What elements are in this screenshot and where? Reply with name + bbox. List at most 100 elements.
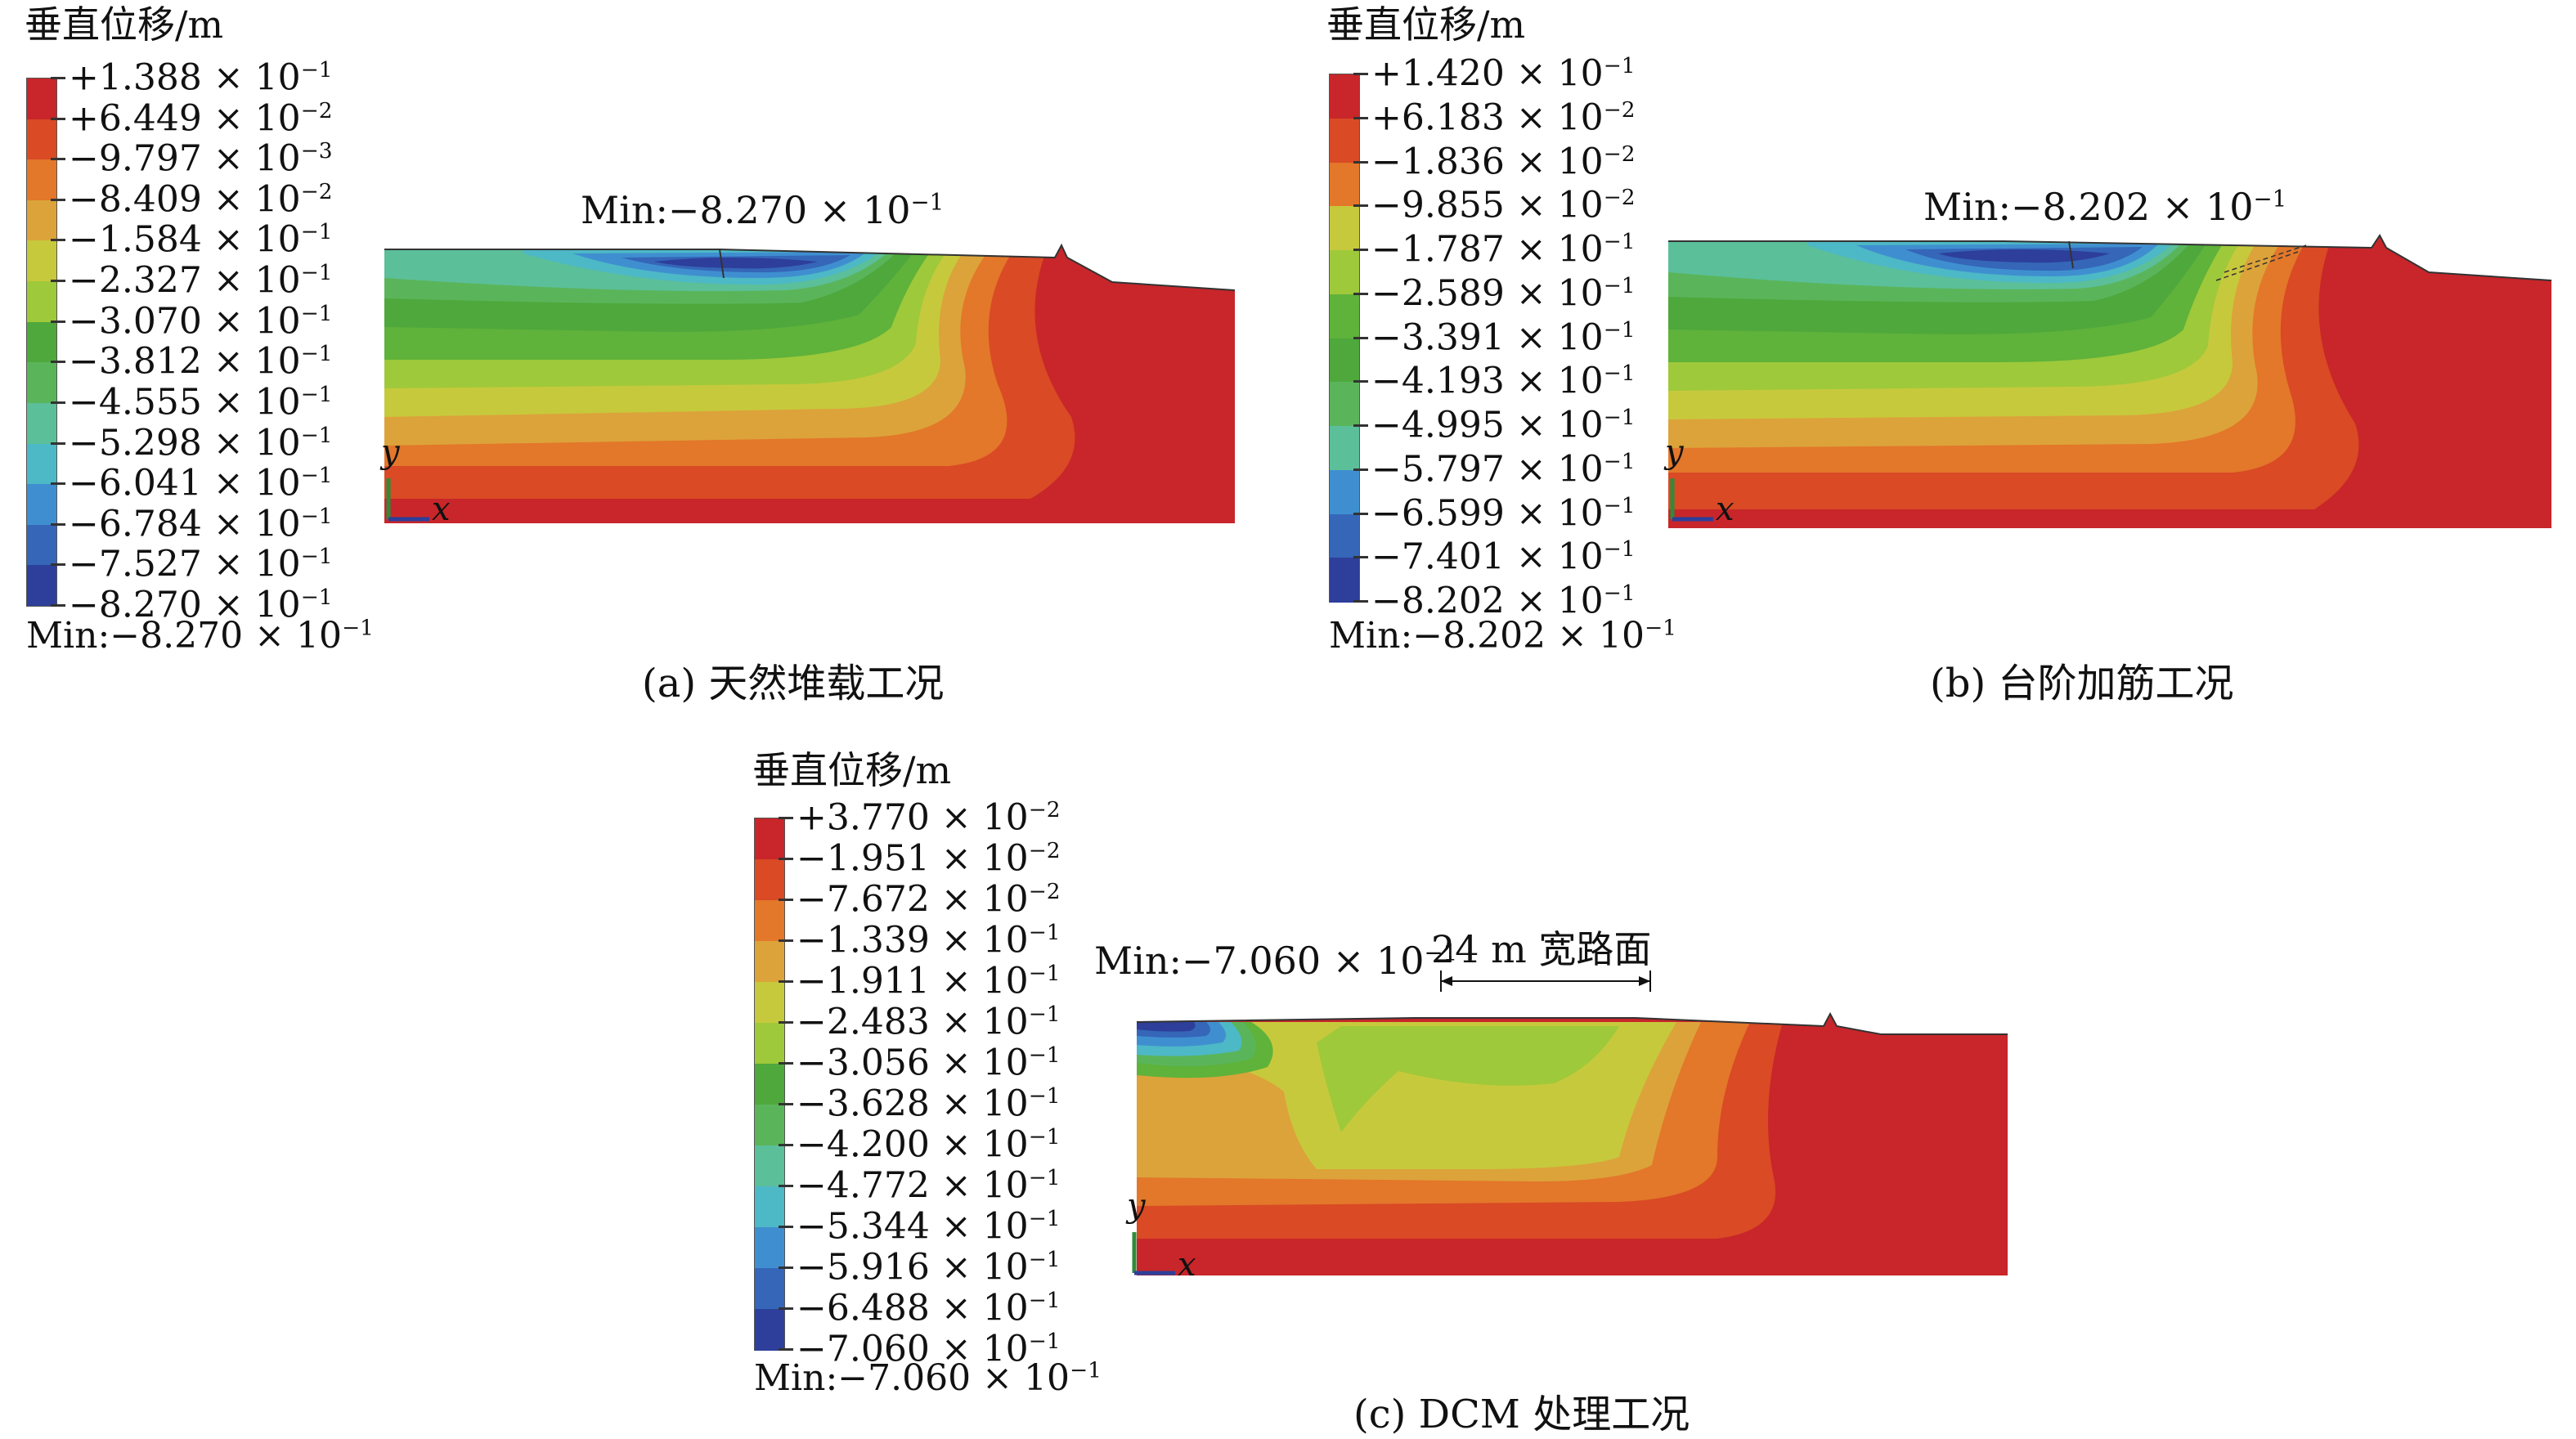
legend-swatch [755,1064,784,1105]
legend-swatch [755,1023,784,1065]
legend-label: −9.797 × 10−3 [69,137,333,180]
contour-plot-c [1136,1011,2008,1275]
legend-tick [779,1144,793,1146]
legend-tick [779,858,793,860]
legend-swatch [755,941,784,983]
legend-tick [779,1021,793,1024]
legend-label: −3.056 × 10−1 [797,1042,1061,1084]
legend-label: −5.916 × 10−1 [797,1246,1061,1289]
legend-tick [1353,204,1368,208]
legend-tick [1353,160,1368,164]
legend-tick [51,117,65,120]
legend-label: −9.855 × 10−2 [1371,184,1636,226]
legend-swatch [1330,294,1359,338]
min-annotation: Min:−7.060 × 10−1 [1094,939,1458,983]
legend-color-bar [1329,74,1360,603]
legend-swatch [27,524,56,566]
caption-a: (a) 天然堆载工况 [642,661,945,706]
legend-label: −1.787 × 10−1 [1371,228,1636,271]
legend-label: −7.401 × 10−1 [1371,536,1636,578]
legend-label: −3.070 × 10−1 [69,300,333,343]
legend-swatch [27,240,56,282]
contour-plot-b [1668,234,2552,528]
legend-label: −4.772 × 10−1 [797,1164,1061,1207]
legend-tick [779,1062,793,1065]
contour-plot-a [384,243,1236,523]
legend-swatch [755,1309,784,1351]
legend-swatch [755,1227,784,1269]
legend-swatch [755,1145,784,1187]
legend-tick [1353,600,1368,603]
caption-c: (c) DCM 处理工况 [1353,1392,1690,1437]
axis-triad-icon [386,478,429,522]
legend-label: −6.488 × 10−1 [797,1287,1061,1329]
legend-swatch [27,443,56,485]
legend-swatch [27,159,56,201]
legend-label: −6.599 × 10−1 [1371,492,1636,535]
legend-label: −4.995 × 10−1 [1371,404,1636,446]
min-annotation: Min:−8.270 × 10−1 [581,188,945,232]
legend-label: −1.584 × 10−1 [69,219,333,262]
legend-swatch [27,281,56,323]
legend-tick [779,1348,793,1351]
caption-b: (b) 台阶加筋工况 [1930,661,2234,706]
legend-tick [1353,556,1368,559]
legend-label: −5.298 × 10−1 [69,422,333,464]
axis-triad-icon [1132,1232,1175,1275]
legend-tick [51,239,65,242]
legend-label: −6.041 × 10−1 [69,462,333,504]
legend-label: +1.420 × 10−1 [1371,52,1636,95]
legend-tick [51,401,65,404]
legend-swatch [1330,469,1359,514]
legend-label: −2.589 × 10−1 [1371,272,1636,315]
legend-swatch [755,818,784,860]
legend-swatch [27,565,56,607]
road-width-dimension-icon [1440,971,1651,992]
legend-tick [51,361,65,364]
y-axis-label: y [381,433,400,471]
legend-swatch [755,1268,784,1310]
legend-tick [1353,380,1368,383]
legend-tick [779,817,793,819]
legend-label: −8.202 × 10−1 [1371,580,1636,622]
legend-tick [51,320,65,323]
legend-swatch [1330,250,1359,295]
legend-label: −1.836 × 10−2 [1371,141,1636,183]
legend-label: −7.672 × 10−2 [797,878,1061,921]
legend-label: −1.951 × 10−2 [797,837,1061,880]
legend-tick [51,158,65,161]
legend-tick [1353,116,1368,119]
legend-label: −4.555 × 10−1 [69,381,333,424]
legend-swatch [27,321,56,363]
legend-title: 垂直位移/m [1326,2,1526,47]
legend-label: −6.784 × 10−1 [69,503,333,545]
legend-tick [779,1226,793,1228]
legend-swatch [27,119,56,160]
legend-label: −2.327 × 10−1 [69,259,333,302]
x-axis-label: x [1716,491,1735,528]
legend-tick [779,1307,793,1310]
legend-tick [779,939,793,942]
legend-label: −8.409 × 10−2 [69,178,333,221]
legend-label: −7.060 × 10−1 [797,1328,1061,1370]
legend-swatch [1330,338,1359,383]
legend-tick [779,1103,793,1105]
x-axis-label: x [1178,1246,1196,1284]
legend-tick [1353,292,1368,295]
legend-swatch [1330,558,1359,603]
legend-label: −7.527 × 10−1 [69,544,333,586]
legend-color-bar [754,818,785,1351]
legend-tick [51,77,65,79]
legend-tick [779,899,793,901]
legend-label: +1.388 × 10−1 [69,56,333,99]
legend-swatch [27,402,56,445]
legend-swatch [27,484,56,526]
legend-swatch [755,900,784,942]
road-width-label: 24 m 宽路面 [1431,927,1652,971]
legend-label: −4.200 × 10−1 [797,1123,1061,1166]
legend-label: −3.628 × 10−1 [797,1083,1061,1125]
legend-title: 垂直位移/m [752,748,952,792]
legend-label: −3.812 × 10−1 [69,340,333,383]
legend-swatch [1330,118,1359,163]
legend-label: −5.344 × 10−1 [797,1205,1061,1248]
